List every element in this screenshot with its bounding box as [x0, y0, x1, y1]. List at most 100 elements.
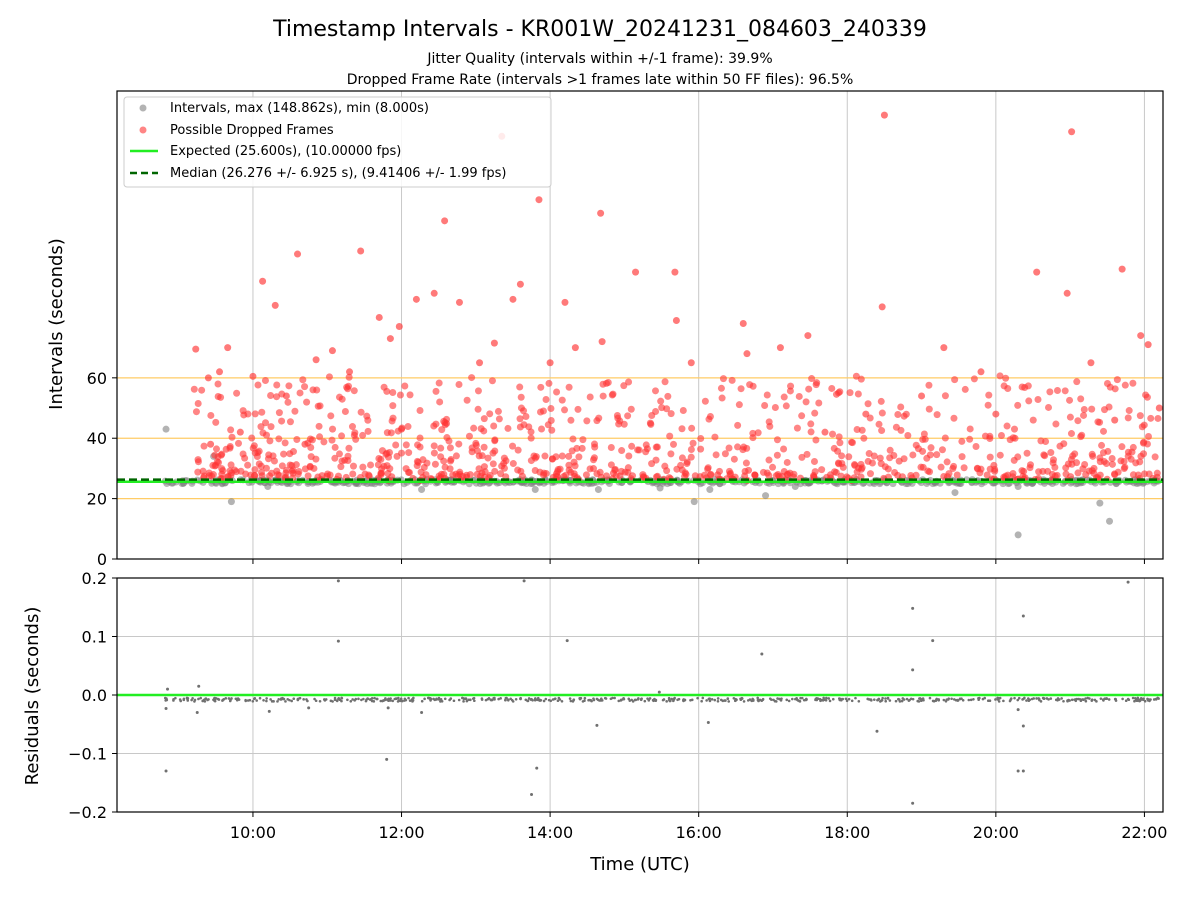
- residual-point: [967, 698, 971, 702]
- dropped-frame-point: [535, 196, 543, 204]
- residual-point: [838, 698, 842, 702]
- residual-point: [420, 711, 424, 715]
- residual-point: [696, 696, 699, 700]
- residual-point: [1049, 697, 1053, 700]
- residual-point: [186, 699, 190, 702]
- residual-point: [197, 697, 200, 701]
- residual-point: [805, 698, 808, 701]
- residual-point: [942, 698, 946, 702]
- dropped-frame-point: [449, 471, 457, 479]
- dropped-frame-point: [261, 377, 269, 385]
- dropped-frame-point: [925, 381, 933, 389]
- dropped-frame-point: [244, 461, 252, 469]
- residual-point: [364, 699, 368, 703]
- residual-point: [1062, 699, 1065, 703]
- dropped-frame-point: [704, 465, 712, 473]
- residual-point: [331, 700, 334, 703]
- dropped-frame-point: [1079, 465, 1087, 473]
- dropped-frame-point: [648, 412, 656, 420]
- dropped-frame-point: [480, 443, 488, 451]
- residual-point: [542, 699, 546, 703]
- dropped-frame-point: [299, 376, 307, 384]
- dropped-frame-point: [837, 472, 845, 480]
- dropped-frame-point: [877, 397, 885, 405]
- residual-point: [956, 698, 960, 702]
- dropped-frame-point: [474, 387, 482, 395]
- residual-point: [1026, 697, 1030, 700]
- dropped-frame-point: [583, 417, 591, 425]
- dropped-frame-point: [715, 467, 723, 475]
- top-y-tick-label: 20: [87, 490, 107, 509]
- dropped-frame-point: [335, 450, 343, 458]
- dropped-frame-point: [320, 438, 328, 446]
- dropped-frame-point: [357, 408, 365, 416]
- residual-point: [166, 687, 170, 691]
- dropped-frame-point: [687, 359, 695, 367]
- residual-point: [723, 699, 726, 702]
- dropped-frame-point: [701, 471, 709, 479]
- residual-point: [437, 696, 441, 700]
- dropped-frame-point: [301, 440, 309, 448]
- dropped-frame-point: [281, 439, 289, 447]
- dropped-frame-point: [1129, 443, 1137, 451]
- dropped-frame-point: [516, 423, 524, 431]
- dropped-frame-point: [468, 374, 476, 382]
- dropped-frame-point: [793, 424, 801, 432]
- residual-point: [661, 698, 665, 702]
- dropped-frame-point: [254, 381, 262, 389]
- dropped-frame-point: [646, 419, 654, 427]
- dropped-frame-point: [1125, 407, 1133, 415]
- dropped-frame-point: [1053, 387, 1061, 395]
- residual-point: [465, 699, 469, 703]
- residual-point: [248, 698, 252, 702]
- residual-point: [996, 696, 1000, 700]
- dropped-frame-point: [289, 448, 297, 456]
- dropped-frame-point: [443, 434, 451, 442]
- dropped-frame-point: [1074, 417, 1082, 425]
- residual-point: [657, 690, 661, 694]
- residual-point: [726, 697, 730, 700]
- residual-point: [997, 700, 1001, 703]
- dropped-frame-point: [1074, 469, 1082, 477]
- residual-point: [370, 699, 374, 703]
- dropped-frame-point: [689, 439, 697, 447]
- dropped-frame-point: [525, 423, 533, 431]
- dropped-frame-point: [761, 401, 769, 409]
- dropped-frame-point: [1067, 473, 1075, 481]
- residual-point: [825, 696, 828, 700]
- residual-point: [647, 699, 651, 702]
- dropped-frame-point: [877, 460, 885, 468]
- residual-point: [599, 699, 603, 702]
- dropped-frame-point: [678, 454, 686, 462]
- dropped-frame-point: [1068, 128, 1076, 136]
- dropped-frame-point: [608, 391, 616, 399]
- residual-point: [386, 706, 390, 710]
- dropped-frame-point: [1120, 458, 1128, 466]
- residual-point: [558, 698, 562, 701]
- dropped-frame-point: [759, 468, 767, 476]
- dropped-frame-point: [961, 385, 969, 393]
- dropped-frame-point: [661, 462, 669, 470]
- residual-point: [619, 698, 623, 702]
- dropped-frame-point: [232, 468, 240, 476]
- dropped-frame-point: [927, 444, 935, 452]
- residual-point: [1143, 699, 1147, 703]
- dropped-frame-point: [1114, 468, 1122, 476]
- dropped-frame-point: [751, 471, 759, 479]
- dropped-frame-point: [821, 428, 829, 436]
- dropped-frame-point: [857, 460, 865, 468]
- dropped-frame-point: [701, 397, 709, 405]
- legend-label-median: Median (26.276 +/- 6.925 s), (9.41406 +/…: [170, 166, 506, 181]
- dropped-frame-point: [878, 303, 886, 311]
- residual-point: [617, 699, 621, 703]
- residual-point: [1084, 697, 1087, 700]
- residual-point: [592, 698, 596, 702]
- residual-point: [918, 697, 921, 700]
- dropped-frame-point: [894, 471, 902, 479]
- residual-point: [288, 698, 291, 702]
- dropped-frame-point: [1018, 467, 1026, 475]
- dropped-frame-point: [803, 450, 811, 458]
- dropped-frame-point: [280, 450, 288, 458]
- dropped-frame-point: [1068, 460, 1076, 468]
- dropped-frame-point: [972, 443, 980, 451]
